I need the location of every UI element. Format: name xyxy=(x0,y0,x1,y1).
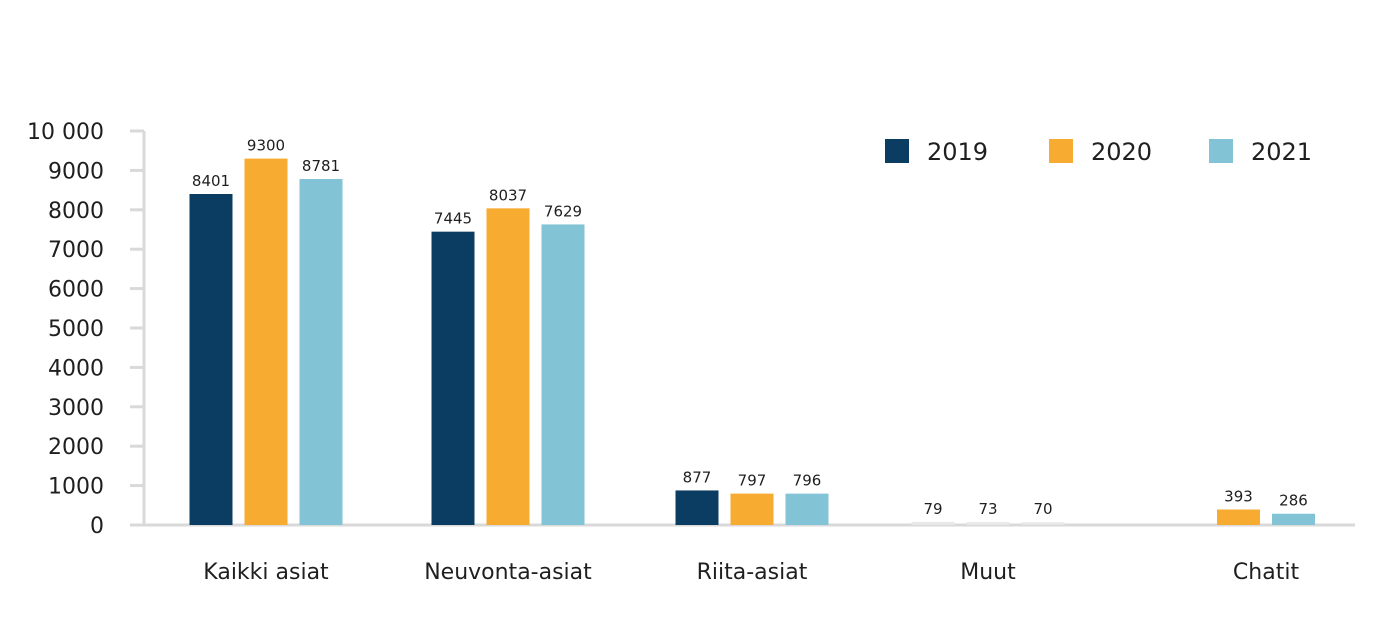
category-label: Neuvonta-asiat xyxy=(424,560,592,585)
legend: 2019 2020 2021 xyxy=(885,138,1312,166)
data-label-2020: 73 xyxy=(978,500,997,518)
category-label: Chatit xyxy=(1233,560,1300,585)
data-label-2020: 393 xyxy=(1224,488,1253,506)
legend-label-2020: 2020 xyxy=(1091,138,1152,166)
y-tick-label: 8000 xyxy=(48,199,104,224)
bar-2019 xyxy=(431,231,475,526)
bar-2021 xyxy=(541,224,585,525)
data-label-2020: 9300 xyxy=(247,137,285,155)
category-label: Kaikki asiat xyxy=(203,560,329,585)
y-axis-ticks: 0 1000 2000 3000 4000 5000 6000 7000 8000 9000 10 … xyxy=(27,120,144,539)
y-tick-label: 6000 xyxy=(48,278,104,303)
legend-swatch-2021 xyxy=(1209,139,1233,163)
y-tick-label: 4000 xyxy=(48,356,104,381)
bar-2020 xyxy=(1217,509,1260,525)
y-tick-label: 2000 xyxy=(48,435,104,460)
y-tick-label: 10 000 xyxy=(27,120,104,145)
bar-2021 xyxy=(785,493,829,525)
data-label-2021: 70 xyxy=(1033,500,1052,518)
data-label-2020: 8037 xyxy=(489,186,527,204)
bar-2020 xyxy=(244,158,288,525)
legend-swatch-2019 xyxy=(885,139,909,163)
bar-2020 xyxy=(730,493,774,525)
bar-2021 xyxy=(1021,522,1065,525)
data-label-2021: 7629 xyxy=(544,202,582,220)
y-tick-label: 1000 xyxy=(48,475,104,500)
data-label-2021: 796 xyxy=(793,472,822,490)
bars xyxy=(189,158,1315,526)
y-tick-label: 9000 xyxy=(48,159,104,184)
category-labels: Kaikki asiat Neuvonta-asiat Riita-asiat Muu… xyxy=(203,560,1299,585)
y-tick-label: 3000 xyxy=(48,396,104,421)
data-label-2019: 8401 xyxy=(192,172,230,190)
bar-2019 xyxy=(911,521,955,525)
legend-label-2019: 2019 xyxy=(927,138,988,166)
category-label: Muut xyxy=(960,560,1016,585)
data-label-2020: 797 xyxy=(738,472,767,490)
data-label-2021: 286 xyxy=(1279,492,1308,510)
data-label-2019: 7445 xyxy=(434,210,472,228)
bar-2020 xyxy=(966,522,1010,525)
data-label-2019: 79 xyxy=(923,500,942,518)
y-tick-label: 7000 xyxy=(48,238,104,263)
bar-2019 xyxy=(675,490,719,525)
bar-2021 xyxy=(1272,513,1315,525)
bar-2019 xyxy=(189,194,233,525)
bar-2020 xyxy=(486,208,530,525)
category-label: Riita-asiat xyxy=(697,560,808,585)
legend-swatch-2020 xyxy=(1049,139,1073,163)
y-tick-label: 5000 xyxy=(48,317,104,342)
y-tick-label: 0 xyxy=(90,514,104,539)
data-label-2021: 8781 xyxy=(302,157,340,175)
data-labels: 8401 9300 8781 7445 8037 7629 877 797 796 79 73 70 3… xyxy=(192,137,1308,519)
bar-2021 xyxy=(299,179,343,525)
legend-label-2021: 2021 xyxy=(1251,138,1312,166)
data-label-2019: 877 xyxy=(683,468,712,486)
